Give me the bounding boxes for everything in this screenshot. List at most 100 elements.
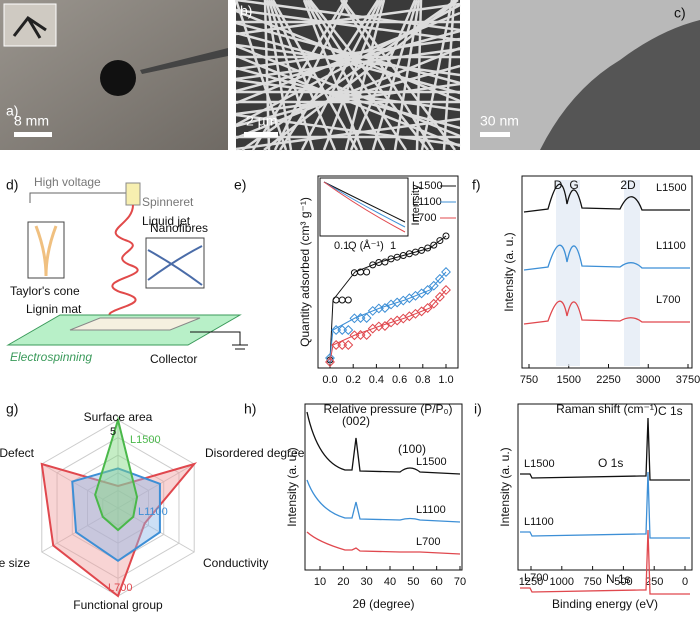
text: Collector: [150, 352, 197, 366]
y-axis-label: Intensity (a. u.): [498, 447, 512, 526]
legend-label: L700: [412, 212, 436, 224]
marker: [373, 321, 384, 332]
text: Nanofibres: [150, 221, 208, 235]
cone: [34, 225, 58, 277]
panel-label: i): [474, 401, 482, 417]
x-tick-label: 0.4: [369, 374, 384, 386]
peak-label: O 1s: [598, 456, 623, 470]
band: [624, 180, 640, 366]
marker: [355, 313, 366, 323]
plot-frame: [317, 175, 459, 369]
saxs-curve: [323, 181, 406, 228]
tweezers: [140, 48, 228, 74]
peak-label: (002): [342, 414, 370, 428]
plot-frame: [521, 175, 693, 369]
xrd-pattern: [306, 479, 461, 523]
text: Electrospinning: [10, 350, 92, 364]
text: Spinneret: [142, 195, 194, 209]
x-tick-label: 0.8: [415, 374, 430, 386]
peak-label: G: [569, 178, 578, 192]
marker: [416, 288, 427, 299]
peak-label: C 1s: [658, 404, 683, 418]
fibre: [235, 37, 461, 71]
inset-tick: 0.1: [334, 240, 349, 252]
marker: [428, 280, 439, 291]
radar-axis-label: Defect: [0, 446, 35, 460]
xrd-pattern: [306, 411, 461, 475]
inset-y-label: Intensity: [410, 184, 422, 225]
fibre: [300, 0, 382, 151]
panel-label: e): [234, 177, 246, 193]
x-tick-label: 2250: [596, 374, 620, 386]
xps-spectrum: [520, 471, 690, 539]
marker: [428, 298, 439, 309]
lignin-disc: [100, 60, 136, 96]
scale-text: 8 mm: [14, 113, 49, 129]
marker: [361, 313, 372, 323]
x-axis-label: Binding energy (eV): [552, 597, 658, 611]
x-tick-label: 500: [614, 576, 632, 588]
panel-label: h): [244, 401, 256, 417]
fibre: [302, 0, 364, 151]
fibre: [339, 0, 435, 151]
x-tick-label: 30: [361, 576, 373, 588]
inset-mat: [12, 15, 47, 39]
marker: [434, 291, 445, 302]
isotherm: [329, 271, 447, 359]
marker: [405, 250, 413, 258]
fibre: [349, 0, 417, 151]
x-tick-label: 250: [645, 576, 663, 588]
x-tick-label: 3000: [636, 374, 660, 386]
marker: [387, 255, 395, 263]
marker: [418, 246, 426, 254]
radar-series: [71, 467, 161, 563]
series-label: L1100: [656, 240, 686, 252]
fibre: [265, 0, 293, 151]
fibre: [271, 0, 359, 151]
spectrum: [523, 183, 690, 213]
x-tick-label: 0.2: [346, 374, 361, 386]
x-tick-label: 3750: [676, 374, 700, 386]
marker: [441, 267, 451, 277]
x-tick-label: 1000: [550, 576, 574, 588]
spectrum: [523, 300, 690, 325]
fibre: [235, 11, 461, 105]
marker: [355, 330, 366, 340]
inset-tick: 1: [390, 240, 396, 252]
xps-spectrum: [520, 529, 690, 595]
x-axis-label: Raman shift (cm⁻¹): [556, 402, 658, 416]
x-axis-label: 2θ (degree): [352, 597, 414, 611]
marker: [331, 325, 342, 335]
marker: [373, 303, 384, 314]
x-tick-label: 750: [583, 576, 601, 588]
fibre: [304, 0, 386, 151]
panel-label: d): [6, 177, 18, 193]
panel-label: b): [240, 3, 252, 19]
radar-series: [94, 416, 139, 532]
x-tick-label: 40: [384, 576, 396, 588]
x-tick-label: 0: [682, 576, 688, 588]
text: Lignin mat: [26, 302, 82, 316]
saxs-curve: [323, 181, 406, 233]
marker: [422, 285, 433, 295]
fibre: [235, 113, 461, 147]
x-axis-label: Relative pressure (P/P₀): [323, 402, 452, 416]
panel-label: g): [6, 401, 18, 417]
marker: [430, 241, 438, 249]
xps-spectrum: [520, 417, 690, 481]
marker: [369, 261, 377, 269]
x-tick-label: 1500: [557, 374, 581, 386]
radar-axis: [117, 463, 195, 509]
marker: [424, 244, 432, 252]
marker: [422, 303, 433, 313]
series-label: L1100: [138, 506, 168, 518]
radar-axis-label: Functional group: [73, 598, 163, 612]
fibre-lines: [147, 245, 203, 286]
fibre: [420, 0, 454, 151]
marker: [349, 313, 360, 324]
x-tick-label: 1250: [519, 576, 543, 588]
scale-text: 2 µm: [246, 113, 277, 129]
series-label: L700: [416, 536, 440, 548]
marker: [325, 357, 335, 367]
